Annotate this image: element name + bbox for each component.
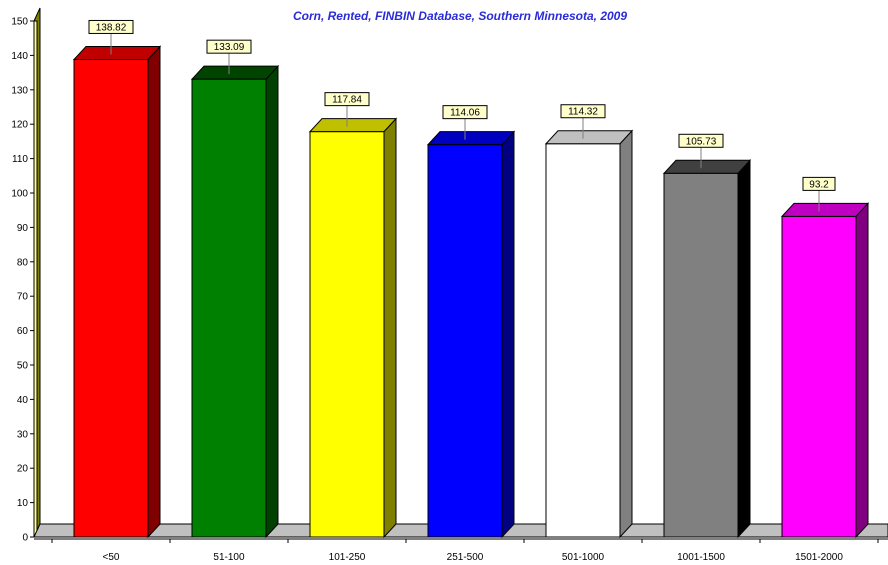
data-label-box [442,105,488,120]
bar-side [619,129,633,539]
data-label: 93.2 [809,179,829,190]
bar [545,143,621,538]
bar-side [147,45,161,539]
bar-top [780,202,870,217]
bar-top [190,65,280,80]
x-tick-label: 251-500 [447,552,484,563]
x-tick-label: 1001-1500 [677,552,725,563]
x-axis: <50 51-100 101-250 251-500 501-1000 1001-1500… [51,539,879,563]
data-label: 117.84 [332,95,362,106]
y-tick-label: 110 [12,154,28,165]
bar [427,144,503,538]
y-tick-label: 20 [17,464,29,475]
data-label-box [802,176,836,191]
y-tick-label: 120 [11,120,28,131]
bar-side [265,64,279,539]
bar-top [662,159,752,174]
axis-wall-front [33,20,38,538]
y-tick-label: 150 [11,17,28,28]
y-tick-label: 70 [17,292,29,303]
data-label-box [560,104,606,119]
y-axis: 0 10 20 30 40 50 60 70 80 90 100 110 120 130 140 150 [11,7,41,544]
bar-top [72,45,162,60]
x-tick-label: 1501-2000 [795,552,843,563]
chart-title: Corn, Rented, FINBIN Database, Southern … [293,9,627,23]
data-label: 105.73 [686,136,717,147]
data-label-box [324,92,370,107]
x-tick-label: 51-100 [213,552,245,563]
x-tick-label: 101-250 [329,552,366,563]
y-tick-label: 40 [17,395,29,406]
x-tick-label: <50 [103,552,120,563]
bar [309,131,385,538]
x-tick-label: 501-1000 [562,552,605,563]
bar-top [544,130,634,145]
bar-top [426,131,516,146]
data-label-box [206,39,252,54]
y-tick-label: 60 [17,326,29,337]
y-tick-label: 90 [17,223,29,234]
y-tick-label: 140 [11,51,28,62]
data-label: 138.82 [96,22,127,33]
data-label-box [88,19,134,34]
data-label: 133.09 [214,42,245,53]
y-tick-label: 10 [17,498,29,509]
bar-top [308,118,398,133]
bars: 138.82 133.09 117.84 114.06 114.32 105.73 93.2 [72,19,870,539]
bar [73,58,149,538]
y-tick-label: 0 [22,533,28,544]
bar [191,78,267,538]
bar [781,215,857,538]
data-label-box [678,133,724,148]
bar-side [855,202,869,539]
bar-side [383,117,397,539]
data-label: 114.06 [450,108,480,119]
y-tick-label: 130 [11,85,28,96]
y-tick-label: 100 [11,189,28,200]
bar-side [501,130,515,539]
bar-side [737,159,751,539]
data-label: 114.32 [568,107,598,118]
y-tick-label: 30 [17,429,29,440]
y-tick-label: 80 [17,257,29,268]
y-tick-label: 50 [17,361,29,372]
bar [663,172,739,538]
